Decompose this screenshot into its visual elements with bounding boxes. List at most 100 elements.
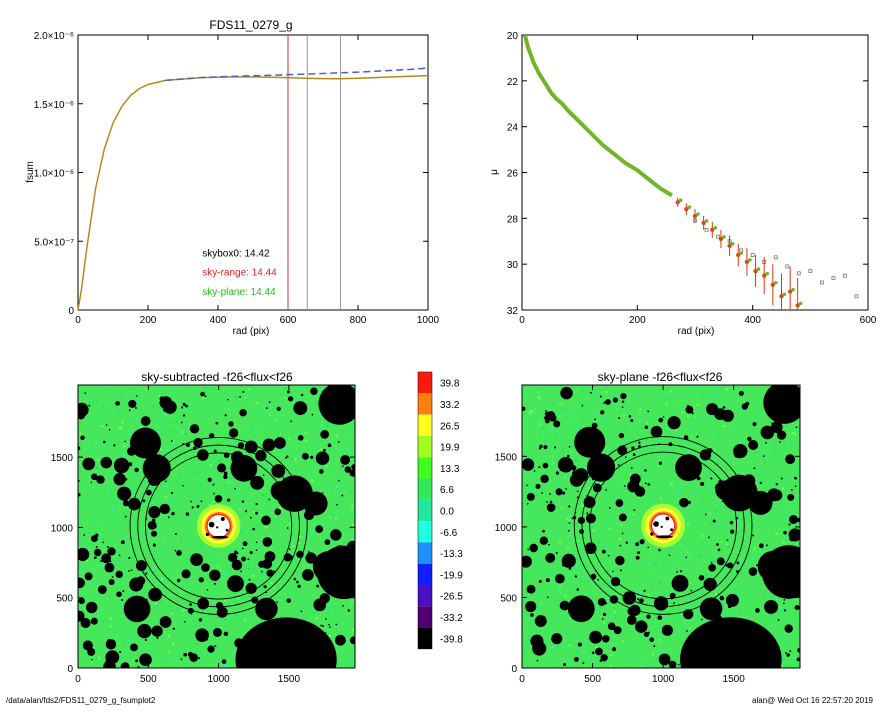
image-pixels [78, 385, 355, 668]
image-noise [248, 388, 251, 391]
image-noise [265, 526, 268, 529]
image-noise [599, 606, 602, 609]
image-noise [720, 602, 723, 605]
image-noise [310, 542, 313, 545]
image-noise [551, 571, 554, 574]
source-mask [145, 572, 148, 575]
source-mask [273, 570, 276, 573]
colorbar-label: 26.5 [440, 421, 460, 432]
image-noise [166, 559, 169, 562]
image-noise [537, 396, 540, 399]
image-noise [165, 495, 168, 498]
source-mask [300, 553, 304, 557]
core-mask [208, 521, 215, 528]
source-mask [341, 494, 344, 497]
image-noise [585, 416, 588, 419]
image-noise [558, 592, 561, 595]
source-mask [623, 485, 626, 487]
image-noise [616, 408, 619, 411]
image-noise [351, 538, 354, 541]
source-mask [315, 451, 330, 466]
source-mask [172, 627, 175, 630]
image-noise [123, 453, 126, 456]
star-mask [785, 454, 796, 465]
growth-solid-series [77, 74, 429, 311]
source-mask [650, 425, 663, 438]
core-mask [225, 528, 229, 532]
source-mask [349, 636, 355, 645]
source-mask [241, 547, 244, 550]
image-noise [714, 386, 717, 389]
source-mask [244, 510, 248, 513]
source-mask [708, 536, 710, 539]
profile-data-point [744, 259, 750, 265]
image-noise [768, 421, 771, 424]
image-noise [532, 473, 535, 476]
growth-annotation: sky-range: 14.44 [202, 268, 277, 279]
source-mask [561, 553, 576, 568]
colorbar-swatch [418, 393, 432, 415]
star-mask [303, 491, 328, 516]
image-noise [270, 512, 273, 515]
image-noise [781, 460, 784, 463]
source-mask [690, 589, 693, 592]
image-y-tick-label: 1500 [495, 452, 518, 463]
image-noise [337, 483, 340, 486]
source-mask [686, 630, 688, 632]
image-noise [555, 531, 558, 534]
source-mask [335, 583, 348, 597]
image-noise [595, 646, 598, 649]
core-mask [665, 516, 670, 521]
image-noise [687, 415, 690, 418]
source-mask [644, 469, 647, 472]
image-noise [547, 498, 550, 501]
source-mask [601, 634, 610, 643]
image-noise [178, 649, 181, 652]
source-mask [609, 595, 619, 604]
image-noise [349, 437, 352, 440]
image-noise [145, 388, 148, 391]
core-mask [216, 526, 219, 529]
image-noise [655, 564, 658, 567]
source-mask [265, 591, 268, 594]
image-noise [675, 568, 678, 571]
image-noise [562, 615, 565, 618]
profile-y-tick-label: 32 [507, 306, 519, 317]
image-noise [623, 464, 626, 467]
image-noise [523, 530, 526, 533]
source-mask [576, 496, 580, 499]
image-noise [108, 489, 111, 492]
image-noise [208, 504, 211, 507]
source-mask [599, 395, 602, 398]
image-noise [645, 415, 648, 418]
source-mask [658, 417, 664, 423]
source-mask [674, 424, 677, 427]
image-noise [556, 620, 559, 623]
source-mask [212, 483, 215, 486]
image-noise [123, 543, 126, 546]
image-noise [178, 404, 181, 407]
image-noise [161, 538, 164, 541]
source-mask [197, 449, 209, 461]
image-noise [91, 584, 94, 587]
source-mask [759, 481, 762, 485]
source-mask [555, 488, 563, 496]
source-mask [324, 539, 331, 546]
image-noise [747, 524, 750, 527]
image-noise [233, 422, 236, 425]
star-mask [142, 454, 171, 483]
image-noise [317, 402, 320, 405]
image-noise [709, 522, 712, 525]
image-noise [111, 559, 114, 562]
image-noise [697, 432, 700, 435]
image-x-tick-label: 0 [75, 674, 81, 685]
source-mask [247, 558, 250, 561]
profile-y-axis-label: μ [489, 169, 500, 175]
image-noise [134, 550, 137, 553]
image-noise [229, 477, 232, 480]
source-mask [538, 579, 542, 583]
image-noise [110, 508, 113, 511]
source-mask [301, 452, 309, 460]
image-noise [166, 449, 169, 452]
image-noise [270, 582, 273, 585]
